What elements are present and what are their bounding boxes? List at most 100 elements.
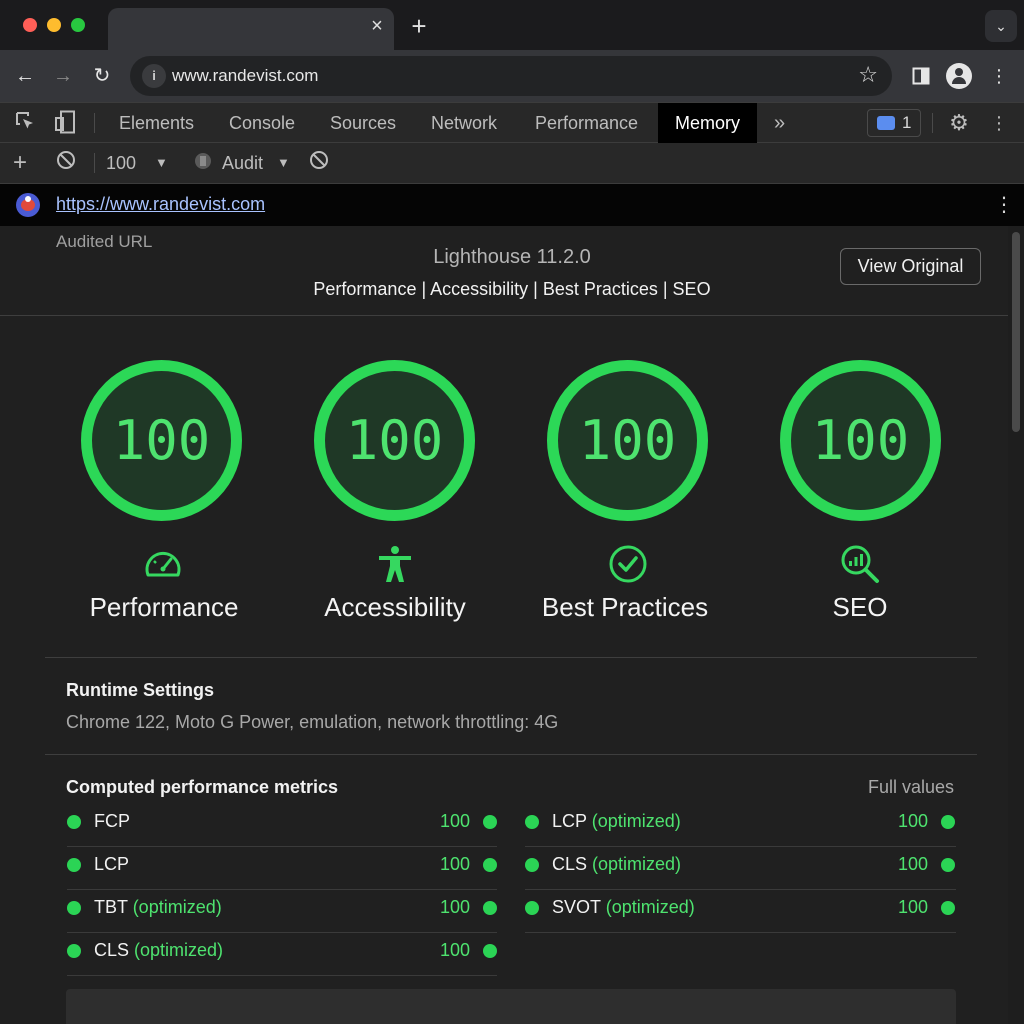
seo-gauge[interactable]: 100 <box>775 357 946 524</box>
close-window-button[interactable] <box>23 18 37 32</box>
metrics-title: Computed performance metrics <box>66 777 339 797</box>
issues-count: 1 <box>902 113 912 132</box>
message-icon <box>877 116 895 130</box>
status-dot <box>525 901 539 915</box>
issues-counter[interactable]: 1 <box>867 109 921 137</box>
seo-magnifier-icon <box>840 544 880 584</box>
status-dot <box>941 815 955 829</box>
lighthouse-version: Lighthouse 11.2.0 <box>433 246 591 268</box>
status-dot <box>483 944 497 958</box>
lighthouse-report <box>0 226 1008 1024</box>
performance-title[interactable]: Performance <box>89 592 239 622</box>
metric-value: 100 <box>898 897 929 917</box>
clear-block-icon[interactable] <box>53 150 79 176</box>
tab-network[interactable]: Network <box>431 113 498 133</box>
metric-name: LCP (optimized) <box>552 811 681 831</box>
status-dot <box>67 815 81 829</box>
new-tab-button[interactable]: + <box>411 11 427 41</box>
best-practices-score: 100 <box>578 409 677 472</box>
lighthouse-logo-icon <box>16 193 40 217</box>
metric-name: CLS (optimized) <box>552 854 682 874</box>
tab-sources[interactable]: Sources <box>330 113 397 133</box>
lighthouse-audit-icon <box>190 151 216 177</box>
accessibility-gauge[interactable]: 100 <box>309 357 480 524</box>
bookmark-star-icon[interactable]: ☆ <box>858 62 878 87</box>
accessibility-score: 100 <box>345 409 444 472</box>
browser-menu-icon[interactable]: ⋮ <box>990 66 1008 86</box>
status-dot <box>67 858 81 872</box>
zoom-dropdown-icon[interactable]: ▼ <box>155 155 168 170</box>
devtools-menu-icon[interactable]: ⋮ <box>990 113 1008 133</box>
view-original-button[interactable]: View Original <box>840 248 981 285</box>
metric-row: CLS (optimized) 100 <box>67 933 497 976</box>
address-bar[interactable]: i www.randevist.com ☆ <box>130 56 892 96</box>
report-url-link[interactable]: https://www.randevist.com <box>56 194 266 214</box>
full-values-toggle[interactable]: Full values <box>868 777 955 797</box>
scrollbar-thumb[interactable] <box>1012 232 1020 432</box>
status-dot <box>525 858 539 872</box>
seo-title[interactable]: SEO <box>832 592 888 622</box>
tab-memory[interactable]: Memory <box>658 103 758 143</box>
metric-value: 100 <box>440 854 471 874</box>
seo-score: 100 <box>811 409 910 472</box>
profile-avatar[interactable] <box>946 63 972 89</box>
forward-arrow-icon[interactable]: → <box>53 65 73 87</box>
new-report-plus-icon[interactable]: + <box>13 149 28 176</box>
tab-elements[interactable]: Elements <box>119 113 195 133</box>
metric-name: CLS (optimized) <box>94 940 224 960</box>
side-panel-icon[interactable] <box>908 63 934 89</box>
device-toolbar-icon[interactable] <box>52 110 78 136</box>
status-dot <box>67 901 81 915</box>
metric-row: TBT (optimized) 100 <box>67 890 497 933</box>
zoom-select[interactable]: 100 <box>106 153 137 173</box>
tab-strip: × + ⌄ <box>0 0 1024 50</box>
metric-value: 100 <box>898 811 929 831</box>
status-dot <box>483 815 497 829</box>
more-tabs-chevron-icon[interactable]: » <box>774 112 786 134</box>
metric-row: LCP 100 <box>67 847 497 890</box>
metric-name: SVOT (optimized) <box>552 897 695 917</box>
cancel-block-icon[interactable] <box>306 150 332 176</box>
audit-select[interactable]: Audit <box>222 153 264 173</box>
report-url-header: https://www.randevist.com ⋮ <box>0 184 1024 226</box>
report-menu-icon[interactable]: ⋮ <box>994 194 1014 216</box>
devtools-tab-bar: Elements Console Sources Network Perform… <box>0 102 1024 143</box>
audit-dropdown-icon[interactable]: ▼ <box>277 155 290 170</box>
metric-name: TBT (optimized) <box>94 897 222 917</box>
back-arrow-icon[interactable]: ← <box>15 65 35 87</box>
metric-row: LCP (optimized) 100 <box>525 804 956 847</box>
status-dot <box>941 901 955 915</box>
inspect-element-icon[interactable] <box>12 110 38 136</box>
maximize-window-button[interactable] <box>71 18 85 32</box>
best-practices-gauge[interactable]: 100 <box>542 357 713 524</box>
section-divider <box>45 657 977 658</box>
report-categories-line: Performance | Accessibility | Best Pract… <box>313 279 711 299</box>
toolbar-divider <box>94 113 95 133</box>
tab-search-button[interactable]: ⌄ <box>985 10 1017 42</box>
settings-gear-icon[interactable]: ⚙ <box>949 110 969 135</box>
status-dot <box>941 858 955 872</box>
performance-gauge[interactable]: 100 <box>76 357 247 524</box>
reload-icon[interactable]: ↻ <box>93 65 111 87</box>
speedometer-icon <box>143 544 183 584</box>
address-url[interactable]: www.randevist.com <box>172 66 319 85</box>
metric-name: LCP <box>94 854 130 874</box>
tab-close-icon[interactable]: × <box>371 15 383 37</box>
checkmark-circle-icon <box>608 544 648 584</box>
minimize-window-button[interactable] <box>47 18 61 32</box>
metric-row: FCP 100 <box>67 804 497 847</box>
performance-score: 100 <box>112 409 211 472</box>
audited-url-label: Audited URL <box>56 232 153 251</box>
status-dot <box>483 901 497 915</box>
accessibility-person-icon <box>375 544 415 584</box>
site-info-icon[interactable]: i <box>142 64 166 88</box>
report-scrollbar[interactable] <box>1008 226 1024 1024</box>
accessibility-title[interactable]: Accessibility <box>324 592 466 622</box>
tab-console[interactable]: Console <box>229 113 296 133</box>
best-practices-title[interactable]: Best Practices <box>541 592 709 622</box>
toolbar-divider <box>932 113 933 133</box>
metric-name: FCP <box>94 811 130 831</box>
metric-row: SVOT (optimized) 100 <box>525 890 956 933</box>
browser-tab[interactable] <box>108 8 394 50</box>
tab-performance[interactable]: Performance <box>535 113 639 133</box>
